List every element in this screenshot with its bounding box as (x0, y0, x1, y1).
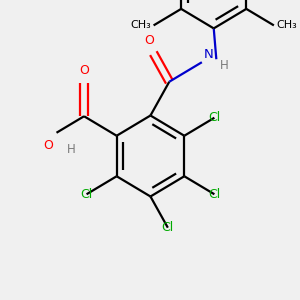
Text: Cl: Cl (208, 111, 220, 124)
Text: Cl: Cl (80, 188, 93, 201)
Text: Cl: Cl (208, 188, 220, 201)
Text: Cl: Cl (162, 221, 174, 234)
Text: H: H (67, 143, 75, 156)
Text: H: H (220, 59, 229, 72)
Text: CH₃: CH₃ (277, 20, 298, 30)
Text: O: O (144, 34, 154, 47)
Text: N: N (203, 48, 213, 61)
Text: O: O (79, 64, 89, 77)
Text: O: O (44, 139, 54, 152)
Text: CH₃: CH₃ (130, 20, 151, 30)
